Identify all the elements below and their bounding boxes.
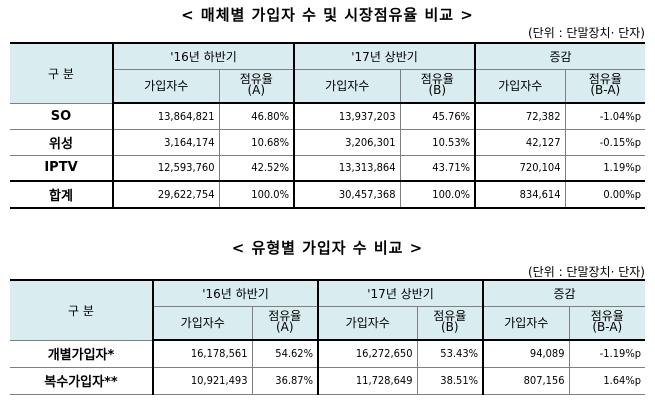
cell-share16: 36.87% xyxy=(251,366,319,395)
header-subscribers-diff: 가입자수 xyxy=(474,68,566,104)
header-share-diff: 점유율 (B-A) xyxy=(564,68,646,104)
cell-sub16: 16,178,561 xyxy=(152,339,253,368)
header-share-16: 점유율 (A) xyxy=(218,68,295,104)
row-label: 개별가입자* xyxy=(10,339,154,368)
cell-sub16: 13,864,821 xyxy=(112,102,220,130)
header-subscribers-17: 가입자수 xyxy=(293,68,401,104)
header-period1: '16년 하반기 xyxy=(112,42,295,70)
header-period1: '16년 하반기 xyxy=(152,279,319,307)
header-period2: '17년 상반기 xyxy=(317,279,484,307)
row-label: 복수가입자** xyxy=(10,366,154,395)
cell-sub17: 13,313,864 xyxy=(293,154,401,182)
cell-sub17: 11,728,649 xyxy=(317,366,418,395)
header-category: 구 분 xyxy=(10,279,154,341)
header-change: 증감 xyxy=(474,42,646,70)
table1-unit: (단위 : 단말장치· 단자) xyxy=(528,26,645,40)
cell-diff: 720,104 xyxy=(474,154,566,182)
cell-sharediff: 0.00%p xyxy=(564,180,646,209)
cell-sharediff: -1.04%p xyxy=(564,102,646,130)
row-label: 위성 xyxy=(10,128,114,156)
header-share-16: 점유율 (A) xyxy=(251,305,319,341)
header-category: 구 분 xyxy=(10,42,114,104)
cell-diff: 94,089 xyxy=(482,339,570,368)
cell-diff: 807,156 xyxy=(482,366,570,395)
cell-share16: 10.68% xyxy=(218,128,295,156)
cell-diff: 42,127 xyxy=(474,128,566,156)
cell-share16: 46.80% xyxy=(218,102,295,130)
cell-share16: 100.0% xyxy=(218,180,295,209)
cell-diff: 834,614 xyxy=(474,180,566,209)
cell-share16: 54.62% xyxy=(251,339,319,368)
cell-share16: 42.52% xyxy=(218,154,295,182)
cell-sharediff: -1.19%p xyxy=(568,339,646,368)
cell-share17: 53.43% xyxy=(416,339,484,368)
cell-sub16: 12,593,760 xyxy=(112,154,220,182)
table-row: SO 13,864,821 46.80% 13,937,203 45.76% 7… xyxy=(10,102,646,130)
row-label: SO xyxy=(10,102,114,130)
table-row: 개별가입자* 16,178,561 54.62% 16,272,650 53.4… xyxy=(10,339,646,368)
table2-unit: (단위 : 단말장치· 단자) xyxy=(528,265,645,279)
table-row-total: 합계 29,622,754 100.0% 30,457,368 100.0% 8… xyxy=(10,180,646,209)
table-row: IPTV 12,593,760 42.52% 13,313,864 43.71%… xyxy=(10,154,646,182)
cell-share17: 43.71% xyxy=(399,154,476,182)
table-row: 위성 3,164,174 10.68% 3,206,301 10.53% 42,… xyxy=(10,128,646,156)
cell-sharediff: 1.19%p xyxy=(564,154,646,182)
table2-title: < 유형별 가입자 수 비교 > xyxy=(231,239,424,257)
header-share-diff: 점유율 (B-A) xyxy=(568,305,646,341)
cell-sub16: 3,164,174 xyxy=(112,128,220,156)
header-subscribers-16: 가입자수 xyxy=(112,68,220,104)
row-label: IPTV xyxy=(10,154,114,182)
cell-sub17: 3,206,301 xyxy=(293,128,401,156)
table-row: 복수가입자** 10,921,493 36.87% 11,728,649 38.… xyxy=(10,366,646,395)
header-subscribers-16: 가입자수 xyxy=(152,305,253,341)
cell-diff: 72,382 xyxy=(474,102,566,130)
cell-sub17: 16,272,650 xyxy=(317,339,418,368)
cell-sharediff: -0.15%p xyxy=(564,128,646,156)
header-share-17: 점유율 (B) xyxy=(416,305,484,341)
header-share-17: 점유율 (B) xyxy=(399,68,476,104)
cell-sub16: 29,622,754 xyxy=(112,180,220,209)
row-label: 합계 xyxy=(10,180,114,209)
table1-title: < 매체별 가입자 수 및 시장점유율 비교 > xyxy=(181,6,474,24)
media-subscriber-table: 구 분 '16년 하반기 '17년 상반기 증감 가입자수 점유율 (A) 가입자… xyxy=(10,42,646,209)
cell-share17: 10.53% xyxy=(399,128,476,156)
cell-share17: 38.51% xyxy=(416,366,484,395)
cell-sharediff: 1.64%p xyxy=(568,366,646,395)
header-subscribers-17: 가입자수 xyxy=(317,305,418,341)
cell-share17: 45.76% xyxy=(399,102,476,130)
cell-sub17: 13,937,203 xyxy=(293,102,401,130)
header-period2: '17년 상반기 xyxy=(293,42,476,70)
cell-share17: 100.0% xyxy=(399,180,476,209)
cell-sub16: 10,921,493 xyxy=(152,366,253,395)
header-change: 증감 xyxy=(482,279,646,307)
cell-sub17: 30,457,368 xyxy=(293,180,401,209)
header-subscribers-diff: 가입자수 xyxy=(482,305,570,341)
type-subscriber-table: 구 분 '16년 하반기 '17년 상반기 증감 가입자수 점유율 (A) 가입자… xyxy=(10,279,646,395)
